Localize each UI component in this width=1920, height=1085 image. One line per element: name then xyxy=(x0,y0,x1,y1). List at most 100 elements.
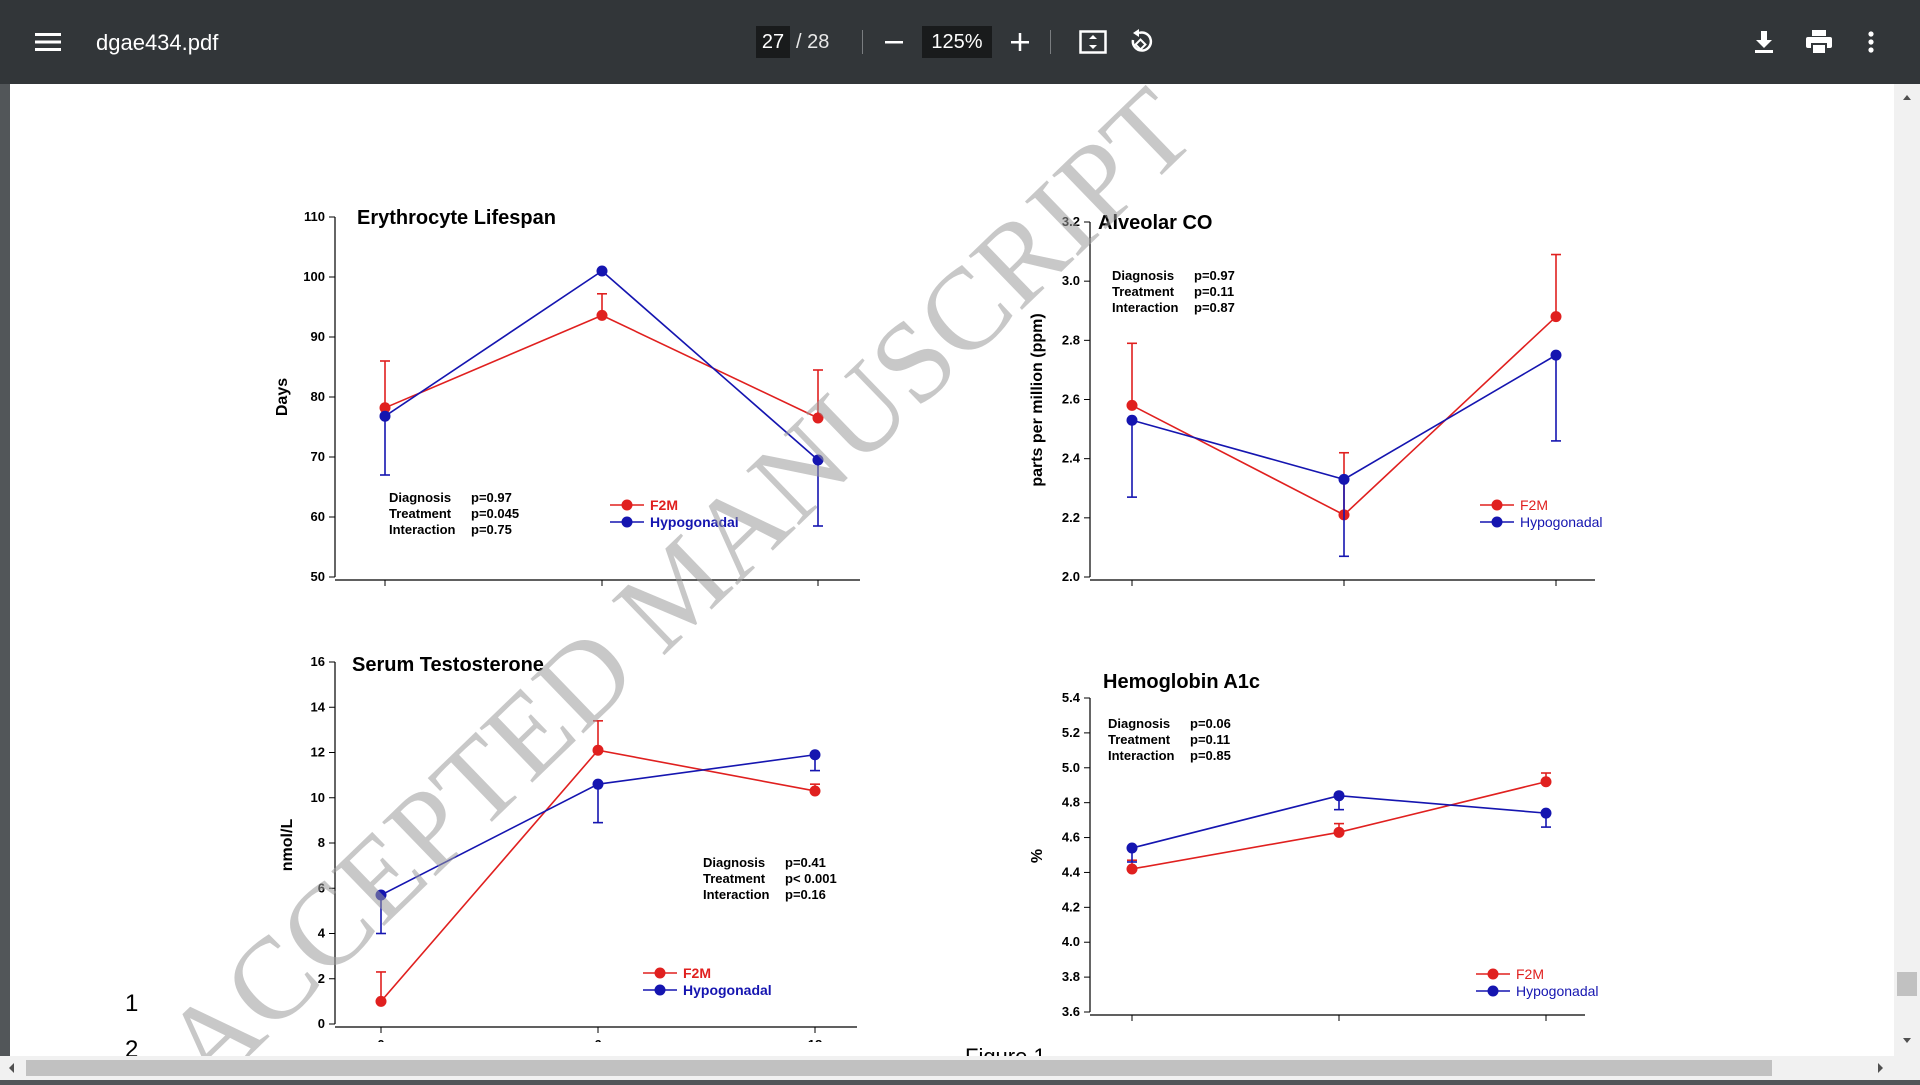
y-tick-label: 2.6 xyxy=(1062,392,1080,407)
stat-value: p=0.06 xyxy=(1190,716,1231,731)
data-point xyxy=(379,402,391,414)
data-point xyxy=(1126,414,1138,426)
y-tick-label: 4.4 xyxy=(1062,864,1081,879)
stat-value: p< 0.001 xyxy=(785,871,837,886)
print-icon[interactable] xyxy=(1800,24,1838,60)
stat-value: p=0.41 xyxy=(785,855,826,870)
stat-label: Diagnosis xyxy=(1112,268,1174,283)
fit-page-icon[interactable] xyxy=(1074,24,1112,60)
stat-label: Interaction xyxy=(703,887,770,902)
x-tick-label: 0 xyxy=(377,1037,384,1042)
legend-marker xyxy=(1491,499,1503,511)
chart-title: Hemoglobin A1c xyxy=(1103,671,1260,693)
chart-svg: 02468101214160618Serum TestosteroneTime … xyxy=(279,654,857,1052)
y-tick-label: 90 xyxy=(311,329,325,344)
stat-label: Interaction xyxy=(1108,748,1175,763)
page-number-input[interactable]: 27 xyxy=(756,26,790,58)
y-tick-label: 3.0 xyxy=(1062,273,1080,288)
stat-value: p=0.11 xyxy=(1194,284,1234,299)
y-tick-label: 2.8 xyxy=(1062,332,1080,347)
stat-value: p=0.11 xyxy=(1190,732,1230,747)
y-tick-label: 4.0 xyxy=(1062,934,1080,949)
document-title: dgae434.pdf xyxy=(96,30,219,55)
stat-value: p=0.87 xyxy=(1194,300,1235,315)
data-point xyxy=(1540,807,1552,819)
y-tick-label: 50 xyxy=(311,569,325,584)
chart-hemoglobin-a1c: 3.63.84.04.24.44.64.85.05.25.40618Hemogl… xyxy=(1020,588,1650,1049)
stat-label: Treatment xyxy=(389,506,452,521)
legend-label: Hypogonadal xyxy=(1520,514,1603,530)
toolbar-divider xyxy=(862,30,863,54)
data-point xyxy=(1540,776,1552,788)
y-tick-label: 2.4 xyxy=(1062,451,1081,466)
data-point xyxy=(1333,790,1345,802)
data-point xyxy=(1550,311,1562,323)
y-tick-label: 3.2 xyxy=(1062,214,1080,229)
zoom-level-input[interactable]: 125% xyxy=(922,26,992,58)
data-point xyxy=(1126,842,1138,854)
stat-value: p=0.75 xyxy=(471,522,512,537)
stat-label: Interaction xyxy=(1112,300,1179,315)
data-point xyxy=(812,454,824,466)
y-tick-label: 70 xyxy=(311,449,325,464)
y-tick-label: 4.2 xyxy=(1062,899,1080,914)
y-tick-label: 80 xyxy=(311,389,325,404)
minus-icon[interactable] xyxy=(876,24,912,60)
data-point xyxy=(809,749,821,761)
y-tick-label: 3.8 xyxy=(1062,969,1080,984)
rotate-icon[interactable] xyxy=(1122,24,1160,60)
plus-icon[interactable] xyxy=(1002,24,1038,60)
legend-marker xyxy=(1491,516,1503,528)
figure-caption: Figure 1 xyxy=(965,1044,1046,1056)
y-tick-label: 2.2 xyxy=(1062,510,1080,525)
vertical-scrollbar[interactable] xyxy=(1894,84,1920,1056)
legend-marker xyxy=(621,499,633,511)
chart-title: Erythrocyte Lifespan xyxy=(357,207,556,229)
menu-icon[interactable] xyxy=(26,22,70,62)
legend-label: Hypogonadal xyxy=(1516,983,1599,999)
chart-title: Alveolar CO xyxy=(1098,212,1212,234)
chart-title: Serum Testosterone xyxy=(352,654,544,676)
x-tick-label: 18 xyxy=(808,1037,822,1042)
legend-label: Hypogonadal xyxy=(650,514,739,530)
stat-label: Diagnosis xyxy=(703,855,765,870)
y-tick-label: 4 xyxy=(318,926,326,941)
download-icon[interactable] xyxy=(1746,24,1782,60)
data-point xyxy=(809,785,821,797)
y-tick-label: 2.0 xyxy=(1062,569,1080,584)
y-tick-label: 110 xyxy=(304,209,325,224)
legend-marker xyxy=(1487,968,1499,980)
data-point xyxy=(596,309,608,321)
chart-serum-testosterone: 02468101214160618Serum TestosteroneTime … xyxy=(265,562,885,1052)
y-tick-label: 60 xyxy=(311,509,325,524)
stat-label: Treatment xyxy=(1112,284,1175,299)
legend-label: F2M xyxy=(683,965,711,981)
legend-label: F2M xyxy=(650,497,678,513)
stat-label: Diagnosis xyxy=(1108,716,1170,731)
stat-label: Diagnosis xyxy=(389,490,451,505)
data-point xyxy=(1126,399,1138,411)
y-tick-label: 5.0 xyxy=(1062,760,1080,775)
legend-label: F2M xyxy=(1520,497,1548,513)
data-point xyxy=(592,744,604,756)
y-tick-label: 4.6 xyxy=(1062,830,1080,845)
stat-value: p=0.16 xyxy=(785,887,826,902)
data-point xyxy=(1550,349,1562,361)
chart-svg: 50607080901001100618Erythrocyte Lifespan… xyxy=(274,207,860,636)
y-tick-label: 4.8 xyxy=(1062,795,1080,810)
more-vert-icon[interactable] xyxy=(1856,24,1886,60)
y-tick-label: 10 xyxy=(311,790,325,805)
chart-alveolar-co: 2.02.22.42.62.83.03.20618Alveolar COTime… xyxy=(1020,117,1650,636)
pdf-page: 50607080901001100618Erythrocyte Lifespan… xyxy=(10,84,1894,1056)
y-tick-label: 5.4 xyxy=(1062,690,1081,705)
toolbar-divider xyxy=(1050,30,1051,54)
y-tick-label: 100 xyxy=(303,269,325,284)
stat-label: Interaction xyxy=(389,522,456,537)
legend-marker xyxy=(654,967,666,979)
page-total-label: / 28 xyxy=(796,31,830,53)
y-tick-label: 8 xyxy=(318,835,325,850)
data-point xyxy=(592,778,604,790)
line-number: 2 xyxy=(125,1036,139,1056)
horizontal-scrollbar[interactable] xyxy=(0,1056,1920,1080)
chart-erythrocyte-lifespan: 50607080901001100618Erythrocyte Lifespan… xyxy=(265,117,885,636)
